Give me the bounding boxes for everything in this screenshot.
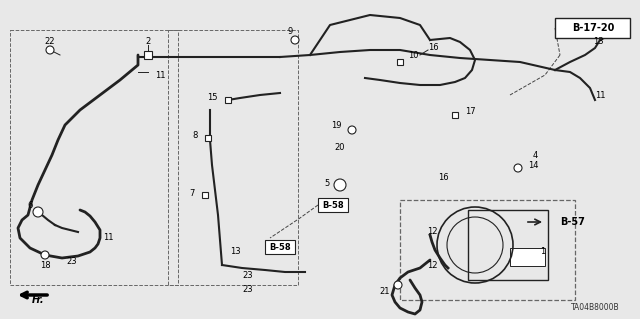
Bar bbox=[397, 59, 403, 65]
Text: 10: 10 bbox=[408, 50, 419, 60]
Text: 21: 21 bbox=[380, 287, 390, 296]
Text: 11: 11 bbox=[155, 70, 165, 79]
Text: 1: 1 bbox=[540, 248, 545, 256]
Text: 18: 18 bbox=[40, 261, 51, 270]
Text: TA04B8000B: TA04B8000B bbox=[572, 303, 620, 312]
Text: 20: 20 bbox=[335, 144, 345, 152]
Circle shape bbox=[291, 36, 299, 44]
Text: 17: 17 bbox=[465, 108, 476, 116]
Text: 23: 23 bbox=[243, 271, 253, 279]
Text: 2: 2 bbox=[145, 38, 150, 47]
Bar bbox=[318, 198, 348, 212]
Text: 23: 23 bbox=[243, 286, 253, 294]
Text: B-17-20: B-17-20 bbox=[572, 23, 614, 33]
Text: B-57: B-57 bbox=[560, 217, 585, 227]
Text: 7: 7 bbox=[189, 189, 195, 197]
Text: 13: 13 bbox=[230, 248, 240, 256]
Bar bbox=[400, 200, 575, 300]
Bar bbox=[168, 30, 298, 285]
Text: 23: 23 bbox=[67, 257, 77, 266]
Bar bbox=[202, 192, 208, 198]
Text: 11: 11 bbox=[103, 234, 113, 242]
Text: Fr.: Fr. bbox=[32, 295, 44, 305]
Circle shape bbox=[334, 179, 346, 191]
Bar bbox=[452, 112, 458, 118]
Bar bbox=[468, 210, 548, 280]
Bar bbox=[265, 240, 295, 254]
Text: 8: 8 bbox=[193, 131, 198, 140]
Circle shape bbox=[41, 251, 49, 259]
Text: 12: 12 bbox=[428, 261, 438, 270]
Text: 22: 22 bbox=[45, 38, 55, 47]
Text: 4: 4 bbox=[532, 151, 538, 160]
Text: B-58: B-58 bbox=[322, 201, 344, 210]
Text: 11: 11 bbox=[595, 91, 605, 100]
Bar bbox=[144, 51, 152, 59]
Bar bbox=[10, 30, 178, 285]
Bar bbox=[225, 97, 231, 103]
Text: 5: 5 bbox=[324, 179, 330, 188]
Text: 9: 9 bbox=[287, 27, 292, 36]
Text: 14: 14 bbox=[528, 160, 538, 169]
Text: 16: 16 bbox=[428, 43, 438, 53]
Circle shape bbox=[394, 281, 402, 289]
Text: 16: 16 bbox=[438, 174, 449, 182]
Text: 15: 15 bbox=[207, 93, 218, 102]
Text: 6: 6 bbox=[28, 201, 33, 210]
Text: 12: 12 bbox=[428, 227, 438, 236]
Circle shape bbox=[514, 164, 522, 172]
Text: B-58: B-58 bbox=[269, 242, 291, 251]
Bar bbox=[555, 18, 630, 38]
Circle shape bbox=[33, 207, 43, 217]
Bar bbox=[205, 135, 211, 141]
Text: 13: 13 bbox=[593, 38, 604, 47]
Circle shape bbox=[348, 126, 356, 134]
Text: 19: 19 bbox=[332, 121, 342, 130]
Bar bbox=[510, 248, 545, 266]
Circle shape bbox=[46, 46, 54, 54]
